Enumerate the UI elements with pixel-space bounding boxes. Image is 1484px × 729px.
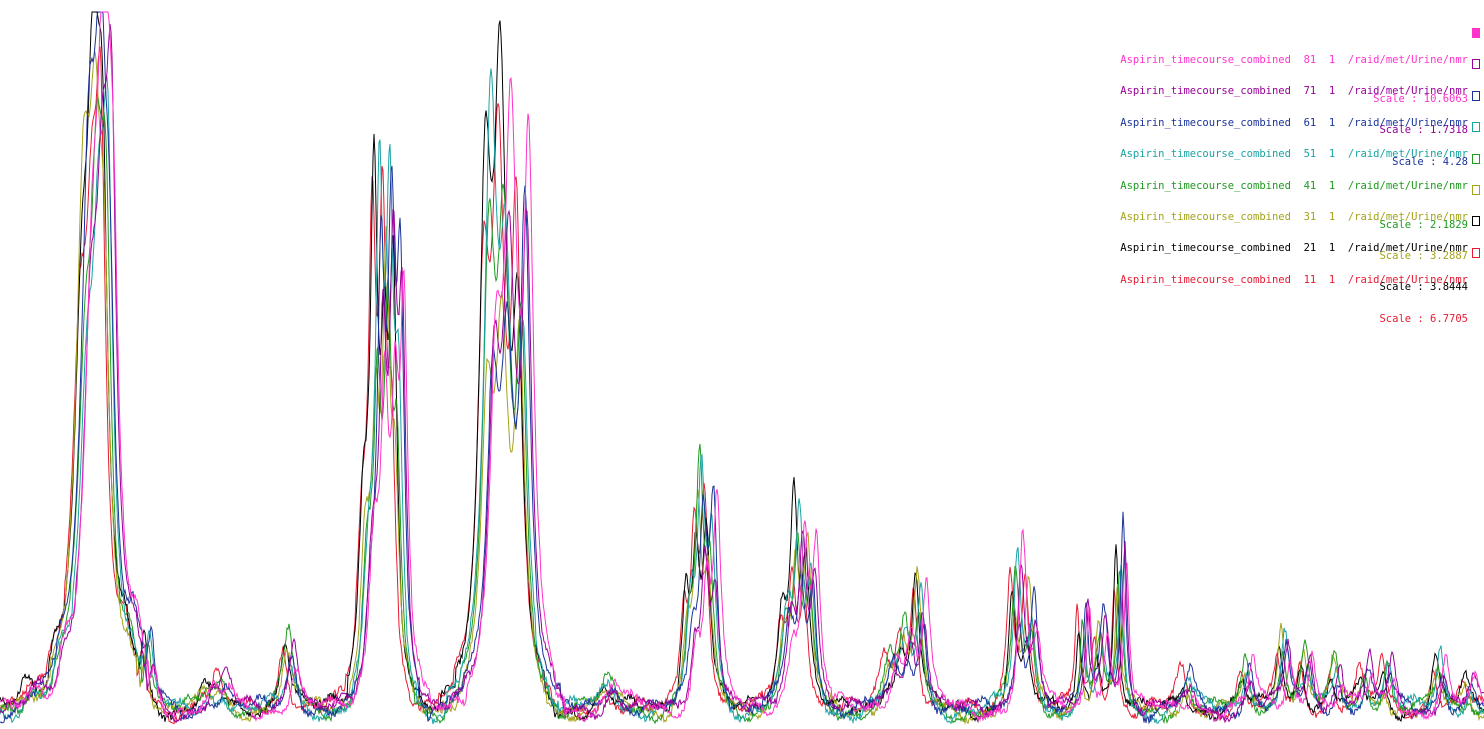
legend-select-checkbox[interactable] [1472,28,1480,38]
legend-item-81[interactable]: Aspirin_timecourse_combined 81 1 /raid/m… [1120,28,1480,105]
spectrum-trace [0,46,1484,725]
legend-spectrum-label: Aspirin_timecourse_combined 41 1 /raid/m… [1120,179,1468,192]
spectrum-trace [0,24,1484,724]
legend-spectrum-label: Aspirin_timecourse_combined 81 1 /raid/m… [1120,54,1468,66]
legend-select-checkbox[interactable] [1472,59,1480,70]
legend-scale-label: Scale : 4.28 [1392,155,1468,168]
legend-item-61[interactable]: Aspirin_timecourse_combined 61 1 /raid/m… [1120,90,1480,168]
legend-scale-label: Scale : 2.1829 [1379,218,1468,231]
legend-scale-label: Scale : 1.7318 [1379,124,1468,137]
spectra-legend: Aspirin_timecourse_combined 81 1 /raid/m… [1120,28,1480,325]
legend-item-31[interactable]: Aspirin_timecourse_combined 31 1 /raid/m… [1120,184,1480,262]
legend-scale-label: Scale : 10.6063 [1373,93,1468,105]
legend-item-71[interactable]: Aspirin_timecourse_combined 71 1 /raid/m… [1120,59,1480,136]
legend-item-21[interactable]: Aspirin_timecourse_combined 21 1 /raid/m… [1120,216,1480,293]
legend-select-checkbox[interactable] [1472,90,1480,101]
legend-select-checkbox[interactable] [1472,122,1480,133]
legend-select-checkbox[interactable] [1472,216,1480,227]
legend-spectrum-label: Aspirin_timecourse_combined 31 1 /raid/m… [1120,210,1468,223]
legend-scale-label: Scale : 3.8444 [1379,281,1468,294]
legend-item-51[interactable]: Aspirin_timecourse_combined 51 1 /raid/m… [1120,122,1480,160]
legend-item-11[interactable]: Aspirin_timecourse_combined 11 1 /raid/m… [1120,247,1480,325]
spectrum-trace [0,11,1484,723]
legend-scale-label: Scale : 6.7705 [1379,312,1468,325]
legend-spectrum-label: Aspirin_timecourse_combined 21 1 /raid/m… [1120,242,1468,255]
legend-spectrum-label: Aspirin_timecourse_combined 51 1 /raid/m… [1120,148,1468,161]
legend-spectrum-label: Aspirin_timecourse_combined 11 1 /raid/m… [1120,273,1468,286]
legend-spectrum-label: Aspirin_timecourse_combined 61 1 /raid/m… [1120,116,1468,129]
legend-select-checkbox[interactable] [1472,153,1480,164]
legend-select-checkbox[interactable] [1472,184,1480,195]
legend-scale-label: Scale : 3.2887 [1379,249,1468,262]
legend-select-checkbox[interactable] [1472,247,1480,258]
legend-item-41[interactable]: Aspirin_timecourse_combined 41 1 /raid/m… [1120,153,1480,231]
legend-spectrum-label: Aspirin_timecourse_combined 71 1 /raid/m… [1120,85,1468,98]
